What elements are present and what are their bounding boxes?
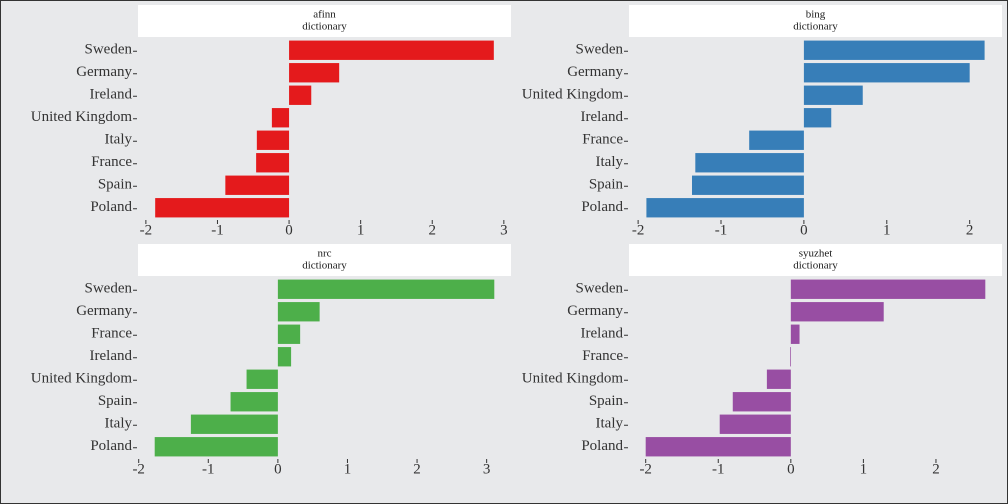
strip-label: dictionary: [302, 21, 347, 33]
y-tick-label: France: [582, 132, 623, 148]
x-tick-label: 1: [883, 222, 891, 238]
bar: [790, 324, 800, 344]
y-tick-label: Ireland: [90, 87, 133, 103]
bar: [256, 153, 290, 173]
y-tick-label: Poland: [581, 199, 623, 215]
bar: [790, 302, 884, 322]
y-tick-label: Spain: [589, 393, 624, 409]
bar: [277, 279, 495, 299]
x-tick-label: 0: [285, 222, 293, 238]
bar: [277, 302, 320, 322]
bar: [246, 369, 278, 389]
bar: [190, 414, 278, 434]
strip-label: syuzhet: [799, 248, 833, 260]
strip-box: [629, 5, 1002, 37]
y-tick-label: Sweden: [85, 281, 133, 297]
y-tick-label: Italy: [596, 416, 624, 432]
y-tick-label: United Kingdom: [522, 371, 624, 387]
bar: [732, 392, 791, 412]
x-tick-label: -2: [132, 461, 145, 477]
x-tick-label: -2: [632, 222, 645, 238]
y-tick-label: United Kingdom: [31, 371, 133, 387]
x-tick-label: -1: [202, 461, 215, 477]
y-tick-label: France: [91, 326, 132, 342]
y-tick-label: Poland: [90, 199, 132, 215]
x-tick-label: 1: [344, 461, 352, 477]
bar: [289, 63, 340, 83]
y-tick-label: Ireland: [90, 348, 133, 364]
y-tick-label: Spain: [589, 177, 624, 193]
y-tick-label: United Kingdom: [522, 87, 624, 103]
bar: [289, 40, 494, 60]
y-tick-label: Italy: [105, 416, 133, 432]
bar: [803, 85, 863, 105]
y-tick-label: Poland: [581, 438, 623, 454]
bar: [749, 130, 804, 150]
bar: [719, 414, 791, 434]
strip-label: bing: [806, 9, 826, 21]
y-tick-label: Ireland: [581, 109, 624, 125]
x-tick-label: -1: [211, 222, 224, 238]
bar: [646, 198, 804, 218]
strip-box: [629, 244, 1002, 276]
y-tick-label: Germany: [76, 64, 132, 80]
bar: [230, 392, 278, 412]
x-tick-label: 0: [800, 222, 808, 238]
y-tick-label: Ireland: [581, 326, 624, 342]
y-tick-label: Sweden: [576, 281, 624, 297]
bar: [154, 437, 278, 457]
strip-label: afinn: [313, 9, 336, 21]
x-tick-label: -2: [639, 461, 652, 477]
bar: [289, 85, 312, 105]
x-tick-label: 1: [357, 222, 365, 238]
bar: [695, 153, 804, 173]
x-tick-label: 2: [932, 461, 940, 477]
x-tick-label: 3: [500, 222, 508, 238]
bar: [225, 175, 290, 195]
bar: [277, 324, 301, 344]
bar: [256, 130, 290, 150]
bar: [155, 198, 290, 218]
y-tick-label: United Kingdom: [31, 109, 133, 125]
bar: [271, 108, 290, 128]
bar: [803, 40, 985, 60]
strip-label: dictionary: [793, 260, 838, 272]
y-tick-label: Poland: [90, 438, 132, 454]
bar: [803, 63, 970, 83]
bar: [277, 347, 292, 367]
y-tick-label: Sweden: [576, 42, 624, 58]
bar: [790, 347, 791, 367]
y-tick-label: Spain: [98, 393, 133, 409]
strip-label: dictionary: [302, 260, 347, 272]
y-tick-label: Germany: [567, 303, 623, 319]
x-tick-label: -1: [712, 461, 725, 477]
y-tick-label: Spain: [98, 177, 133, 193]
y-tick-label: Italy: [596, 154, 624, 170]
strip-label: nrc: [317, 248, 331, 260]
bar: [790, 279, 986, 299]
bar: [766, 369, 791, 389]
y-tick-label: France: [582, 348, 623, 364]
y-tick-label: Sweden: [85, 42, 133, 58]
x-tick-label: 3: [483, 461, 491, 477]
x-tick-label: 0: [787, 461, 795, 477]
x-tick-label: 0: [274, 461, 282, 477]
y-tick-label: Italy: [105, 132, 133, 148]
strip-box: [138, 5, 511, 37]
x-tick-label: 2: [428, 222, 436, 238]
y-tick-label: Germany: [76, 303, 132, 319]
y-tick-label: Germany: [567, 64, 623, 80]
x-tick-label: 1: [860, 461, 868, 477]
x-tick-label: 2: [966, 222, 974, 238]
y-tick-label: France: [91, 154, 132, 170]
x-tick-label: -2: [140, 222, 153, 238]
x-tick-label: 2: [413, 461, 421, 477]
x-tick-label: -1: [715, 222, 728, 238]
strip-label: dictionary: [793, 21, 838, 33]
strip-box: [138, 244, 511, 276]
bar: [691, 175, 804, 195]
bar: [645, 437, 791, 457]
bar: [803, 108, 832, 128]
